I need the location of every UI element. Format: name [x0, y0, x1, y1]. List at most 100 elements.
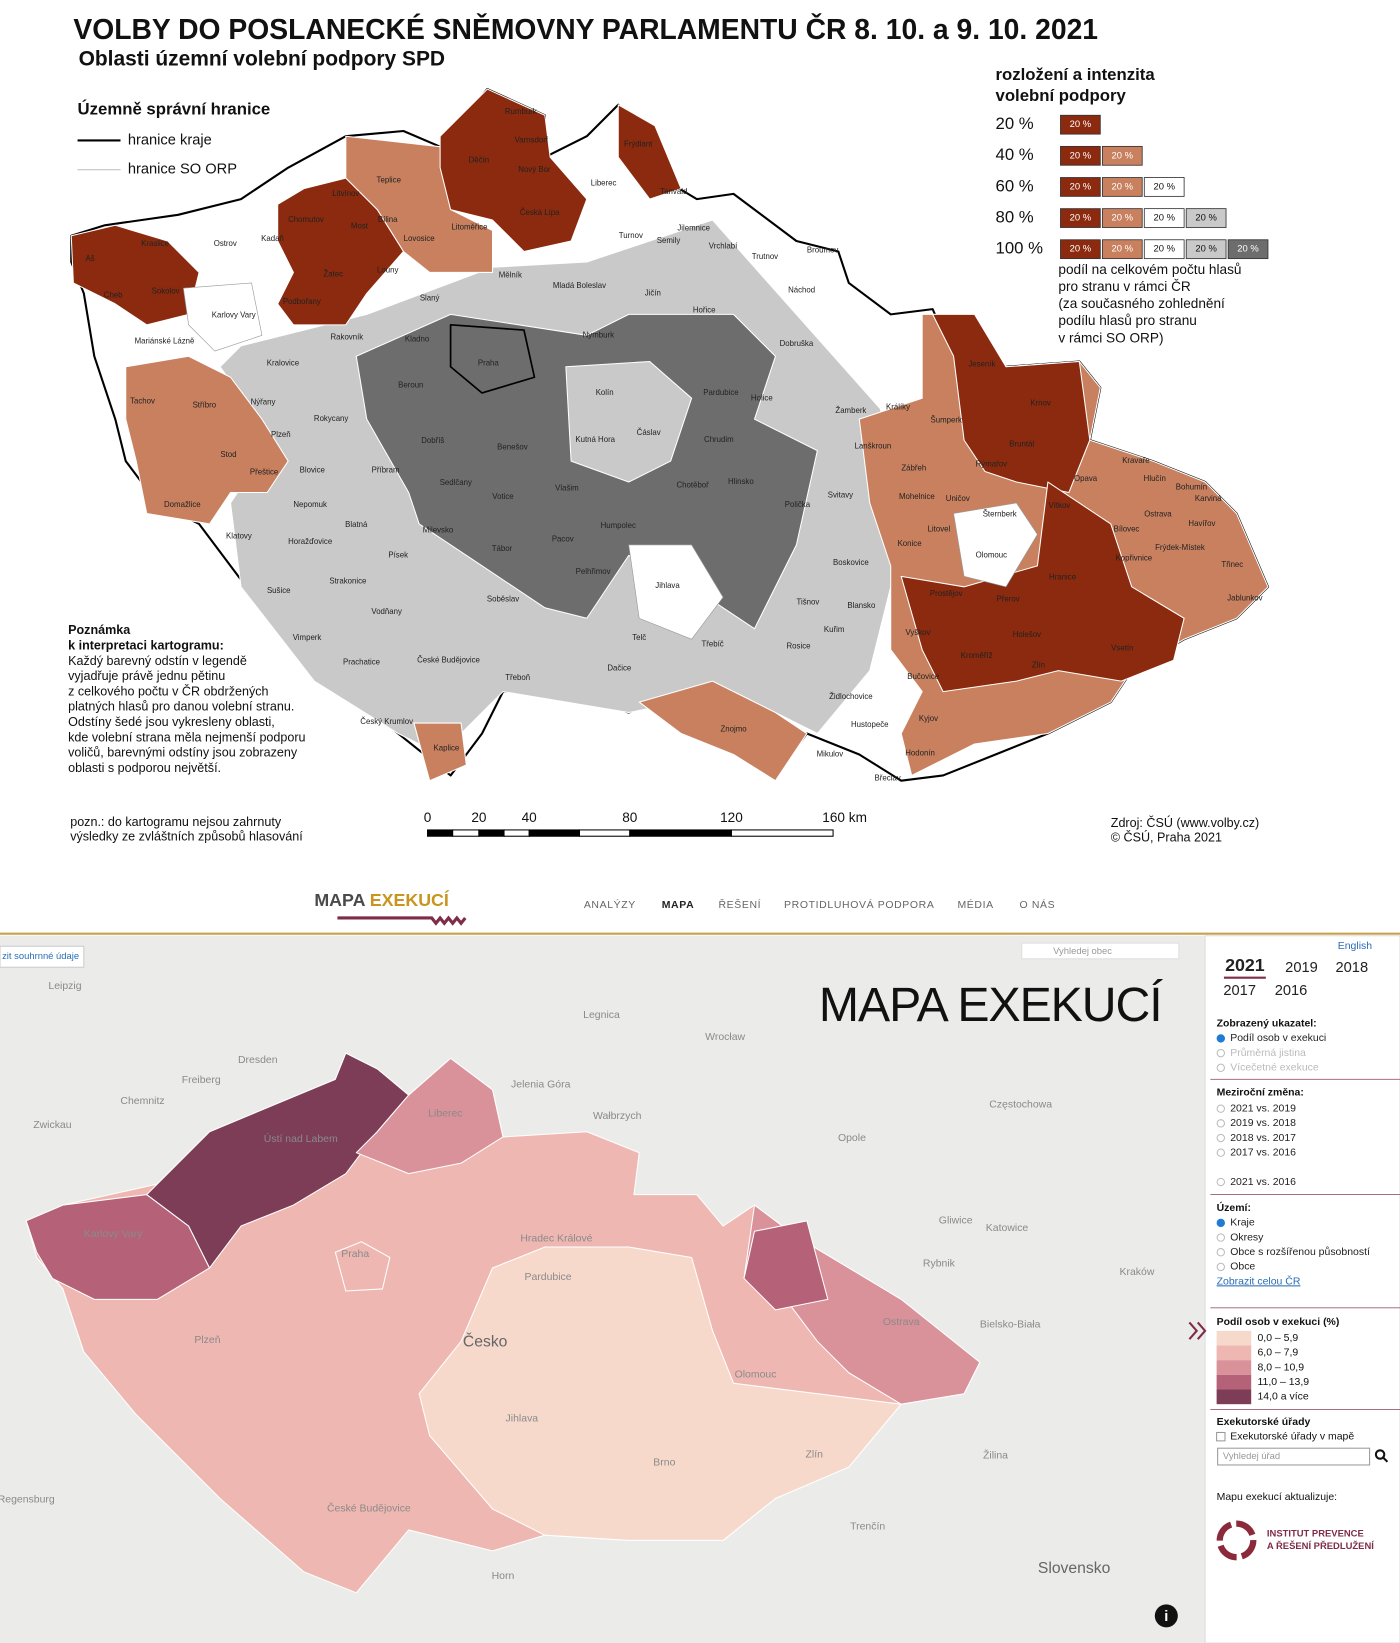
- radio[interactable]: [1216, 1233, 1225, 1242]
- nav-item[interactable]: PROTIDLUHOVÁ PODPORA: [784, 898, 934, 911]
- change-option[interactable]: 2021 vs. 2019: [1230, 1103, 1296, 1114]
- place-label: Bruntál: [1009, 439, 1034, 448]
- show-all-link[interactable]: Zobrazit celou ČR: [1217, 1274, 1301, 1287]
- legend-swatch: [1143, 239, 1185, 260]
- radio[interactable]: [1216, 1218, 1225, 1228]
- radio[interactable]: [1216, 1248, 1225, 1257]
- info-icon[interactable]: [1154, 1604, 1178, 1628]
- language-link[interactable]: English: [1338, 941, 1373, 952]
- place-label: Wałbrzych: [593, 1111, 642, 1122]
- scale-segment: [629, 829, 732, 837]
- office-search-placeholder[interactable]: Vyhledej úřad: [1223, 1450, 1280, 1461]
- scale-segment: [578, 829, 631, 837]
- place-label: Bielsko-Biała: [980, 1319, 1041, 1330]
- place-label: Rumburk: [505, 107, 537, 116]
- place-label: Semily: [657, 236, 681, 245]
- region-salmon: [125, 355, 289, 525]
- area-option[interactable]: Obce: [1230, 1262, 1255, 1273]
- place-label: Vyškov: [905, 628, 930, 637]
- radio[interactable]: [1216, 1119, 1225, 1128]
- change-option[interactable]: 2018 vs. 2017: [1230, 1133, 1296, 1144]
- indicator-option[interactable]: Vícečetné exekuce: [1230, 1063, 1319, 1074]
- legend-swatch: [1101, 177, 1143, 197]
- place-label: Kraslice: [141, 239, 170, 248]
- area-option[interactable]: Kraje: [1230, 1218, 1255, 1229]
- radio[interactable]: [1216, 1262, 1225, 1272]
- note-line: kde volební strana měla nejmenší podporu: [68, 730, 305, 744]
- radio[interactable]: [1216, 1048, 1225, 1058]
- place-label: Holice: [751, 393, 773, 402]
- change-option[interactable]: 2019 vs. 2018: [1230, 1118, 1296, 1129]
- place-label: Wrocław: [705, 1032, 745, 1043]
- indicator-option[interactable]: Průměrná jistina: [1230, 1047, 1306, 1059]
- region-salmon: [638, 680, 808, 782]
- place-label: Zwickau: [33, 1120, 72, 1131]
- place-label: Karviná: [1195, 494, 1222, 503]
- summary-button-label[interactable]: zit souhrnné údaje: [2, 950, 79, 961]
- place-label: Plzeň: [194, 1335, 220, 1346]
- source-line: Zdroj: ČSÚ (www.volby.cz): [1111, 815, 1259, 830]
- radio[interactable]: [1216, 1148, 1225, 1157]
- place-label: Kladno: [405, 335, 430, 344]
- year-tab[interactable]: 2019: [1285, 960, 1318, 976]
- expand-icon[interactable]: [1188, 1321, 1207, 1340]
- search-box[interactable]: [1021, 942, 1180, 960]
- election-map: [70, 88, 1270, 782]
- place-label: Tachov: [130, 396, 155, 405]
- place-label: Beroun: [398, 381, 423, 390]
- place-label: Legnica: [583, 1010, 620, 1021]
- summary-button[interactable]: [0, 945, 85, 968]
- legend-swatch: [1216, 1330, 1252, 1346]
- nav-item[interactable]: MAPA: [662, 900, 695, 911]
- place-label: Rokycany: [314, 414, 349, 423]
- place-label: Frýdlant: [624, 140, 653, 149]
- place-label: Česko: [463, 1332, 508, 1351]
- change-option[interactable]: 2021 vs. 2016: [1230, 1177, 1296, 1188]
- checkbox-label[interactable]: Exekutorské úřady v mapě: [1230, 1431, 1354, 1442]
- nav-item[interactable]: O NÁS: [1020, 898, 1056, 911]
- place-label: Częstochowa: [989, 1099, 1052, 1110]
- office-search[interactable]: [1217, 1447, 1371, 1466]
- radio[interactable]: [1216, 1133, 1225, 1143]
- place-label: Opole: [838, 1133, 866, 1144]
- place-label: Třebíč: [701, 640, 723, 649]
- radio[interactable]: [1216, 1063, 1225, 1073]
- search-placeholder[interactable]: Vyhledej obec: [1053, 945, 1112, 956]
- place-label: Freiberg: [182, 1075, 221, 1086]
- place-label: Bílina: [378, 215, 398, 224]
- year-tab[interactable]: 2018: [1335, 960, 1368, 976]
- indicator-option[interactable]: Podíl osob v exekuci: [1230, 1033, 1326, 1044]
- search-icon[interactable]: [1374, 1449, 1386, 1460]
- scale-label: 20: [471, 810, 487, 825]
- nav-item[interactable]: ANALÝZY: [584, 898, 636, 911]
- place-label: Děčín: [469, 155, 490, 164]
- checkbox[interactable]: [1216, 1431, 1226, 1442]
- radio[interactable]: [1216, 1034, 1225, 1043]
- radio[interactable]: [1216, 1177, 1225, 1187]
- year-tab[interactable]: 2021: [1225, 955, 1265, 975]
- area-option[interactable]: Okresy: [1230, 1232, 1264, 1243]
- scale-segment: [503, 829, 530, 837]
- region-white: [183, 282, 263, 352]
- institute-name: A ŘEŠENÍ PŘEDLUŽENÍ: [1267, 1540, 1374, 1551]
- updated-by: Mapu exekucí aktualizuje:: [1217, 1492, 1337, 1503]
- nav-item[interactable]: MÉDIA: [957, 898, 993, 911]
- place-label: Chotěboř: [677, 480, 710, 489]
- place-label: Rybnik: [923, 1259, 956, 1270]
- scale-segment: [528, 829, 581, 837]
- place-label: Žatec: [323, 270, 343, 279]
- area-option[interactable]: Obce s rozšířenou působností: [1230, 1246, 1370, 1258]
- change-option[interactable]: 2017 vs. 2016: [1230, 1147, 1296, 1158]
- place-label: Prachatice: [343, 657, 381, 666]
- place-label: Blatná: [345, 520, 368, 529]
- place-label: Písek: [388, 550, 408, 559]
- radio[interactable]: [1216, 1104, 1225, 1113]
- nav-item[interactable]: ŘEŠENÍ: [718, 898, 761, 911]
- place-label: Leipzig: [48, 981, 81, 992]
- place-label: Litvínov: [332, 189, 359, 198]
- year-tab[interactable]: 2016: [1275, 983, 1308, 999]
- place-label: Gliwice: [939, 1216, 973, 1227]
- year-tab[interactable]: 2017: [1223, 983, 1256, 999]
- logo-underline: [337, 915, 467, 926]
